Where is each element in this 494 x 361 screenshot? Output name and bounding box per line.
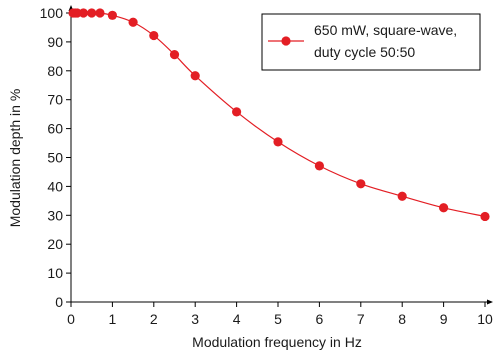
y-tick-label: 20 (47, 236, 63, 252)
y-tick-label: 10 (47, 265, 63, 281)
x-tick-label: 0 (67, 311, 75, 327)
x-axis-label: Modulation frequency in Hz (192, 334, 362, 350)
x-tick-label: 1 (109, 311, 117, 327)
legend-text-line-1: 650 mW, square-wave, (314, 22, 457, 38)
y-tick-label: 40 (47, 178, 63, 194)
legend-box (261, 13, 481, 71)
y-tick-label: 30 (47, 207, 63, 223)
y-axis-label: Modulation depth in % (7, 89, 23, 228)
data-point (232, 107, 242, 117)
y-tick-label: 100 (40, 5, 64, 21)
x-tick-label: 10 (477, 311, 493, 327)
y-tick-label: 0 (55, 294, 63, 310)
legend: 650 mW, square-wave, duty cycle 50:50 (261, 13, 481, 71)
x-tick-label: 2 (150, 311, 158, 327)
y-tick-label: 60 (47, 121, 63, 137)
data-series (68, 8, 490, 222)
x-tick-label: 5 (274, 311, 282, 327)
data-point (149, 30, 159, 41)
x-tick-label: 4 (233, 311, 241, 327)
data-point (95, 8, 105, 18)
data-point (439, 203, 449, 213)
x-tick-label: 7 (357, 311, 365, 327)
y-tick-label: 80 (47, 63, 63, 79)
data-point (87, 8, 97, 18)
data-point (273, 137, 283, 147)
data-point (314, 161, 324, 171)
data-point (397, 191, 407, 201)
y-tick-label: 50 (47, 150, 63, 166)
x-tick-label: 3 (191, 311, 199, 327)
data-point (356, 179, 366, 189)
y-tick-label: 70 (47, 92, 63, 108)
x-axis-arrow (487, 299, 493, 305)
data-point (169, 50, 180, 60)
series (68, 8, 490, 222)
x-tick-label: 8 (398, 311, 406, 327)
x-tick-label: 6 (316, 311, 324, 327)
y-tick-label: 90 (47, 34, 63, 50)
data-point (107, 10, 117, 20)
data-point (190, 71, 200, 81)
legend-text-line-2: duty cycle 50:50 (314, 44, 415, 60)
data-point (78, 8, 89, 18)
legend-marker (281, 36, 291, 46)
data-point (128, 17, 138, 27)
data-point (480, 211, 490, 222)
x-tick-label: 9 (440, 311, 448, 327)
